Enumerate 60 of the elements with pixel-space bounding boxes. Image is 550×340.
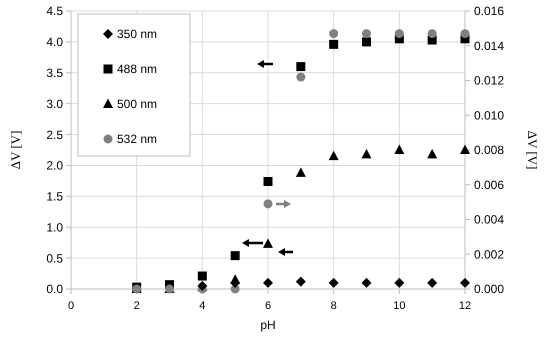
point [428,29,437,38]
point [296,72,306,82]
y-tick-label: 1.5 [46,190,64,204]
y-tick-label: 3.0 [46,96,64,111]
point [427,148,438,158]
point [394,29,404,38]
x-tick-label: 6 [264,300,272,312]
point [230,251,240,260]
x-axis-title: pH [260,318,276,332]
y2-tick-label: 0.008 [474,143,504,158]
y2-tick-label: 0.002 [474,247,504,262]
point [329,40,338,49]
y2-tick-label: 0.012 [474,74,504,88]
point [198,272,207,281]
point [460,278,470,288]
y2-tick-label: 0.000 [474,282,504,296]
legend-label: 532 nm [117,132,158,146]
point [460,144,470,154]
x-tick-label: 4 [199,300,206,312]
point [296,276,306,287]
y-tick-label: 4.0 [46,35,64,50]
x-tick-label: 10 [393,300,406,312]
point [263,238,273,248]
y2-axis-title: ΔV [V] [525,130,540,170]
point [329,29,338,38]
x-tick-label: 12 [458,300,472,312]
point [264,177,272,186]
point [394,144,404,154]
y2-tick-label: 0.004 [474,212,504,227]
point [394,278,404,288]
y-tick-label: 1.0 [46,220,64,234]
y2-tick-label: 0.010 [474,108,504,122]
point [362,148,372,158]
y2-tick-label: 0.014 [474,38,504,53]
y2-tick-label: 0.016 [474,4,504,18]
y-tick-label: 0.5 [46,251,64,266]
legend-label: 500 nm [117,97,158,112]
legend-label: 488 nm [117,62,158,76]
point [460,29,470,38]
x-tick-label: 0 [68,300,74,312]
point [362,29,371,38]
point [427,278,438,288]
point [263,278,273,288]
point [328,150,339,160]
point [264,199,272,208]
y-axis-title: ΔV [V] [8,130,23,170]
y-tick-label: 4.5 [46,4,64,18]
point [328,278,339,288]
point [296,62,306,72]
point [362,278,372,288]
x-tick-label: 8 [330,300,337,312]
y-tick-label: 0.0 [46,282,64,296]
y-tick-label: 3.5 [46,66,64,80]
legend-label: 350 nm [117,27,158,42]
point [362,37,371,46]
y2-tick-label: 0.006 [474,178,504,192]
x-tick-label: 2 [134,300,140,312]
y-tick-label: 2.0 [46,158,64,173]
point [296,167,306,177]
y-tick-label: 2.5 [46,128,64,142]
